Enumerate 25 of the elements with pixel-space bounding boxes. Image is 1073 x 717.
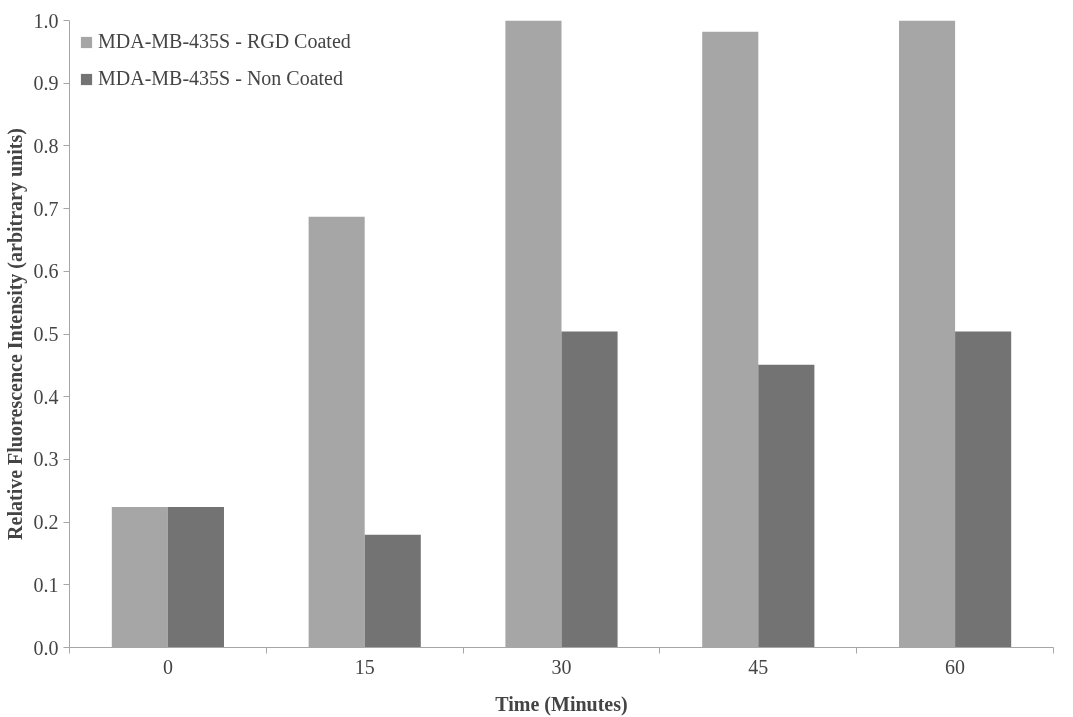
y-tick-label: 0.5 [33, 323, 59, 345]
x-tick-label: 0 [162, 655, 173, 678]
y-tick-label: 0.2 [33, 511, 59, 534]
x-tick-label: 30 [551, 655, 572, 678]
bar [364, 534, 421, 648]
legend-label: MDA-MB-435S - RGD Coated [98, 30, 351, 53]
y-axis-title: Relative Fluorescence Intensity (arbitrary units) [3, 128, 27, 540]
bar [167, 507, 224, 648]
y-tick-label: 0.8 [33, 134, 59, 157]
y-tick-label: 0.9 [33, 72, 59, 95]
y-tick-label: 0.7 [33, 197, 59, 220]
bar [955, 331, 1012, 648]
bar [758, 364, 815, 648]
y-tick-label: 0.4 [33, 385, 59, 408]
y-tick-label: 0.0 [33, 636, 59, 659]
bar [561, 331, 618, 648]
y-tick-label: 0.6 [33, 260, 59, 283]
y-tick-label: 1.0 [33, 9, 59, 32]
y-tick-label: 0.3 [33, 448, 59, 471]
x-tick-label: 15 [354, 655, 375, 678]
legend-label: MDA-MB-435S - Non Coated [98, 67, 343, 90]
y-tick-label: 0.1 [33, 573, 59, 596]
x-axis-title: Time (Minutes) [495, 692, 628, 716]
x-tick-label: 60 [945, 655, 966, 678]
x-tick-label: 45 [748, 655, 769, 678]
